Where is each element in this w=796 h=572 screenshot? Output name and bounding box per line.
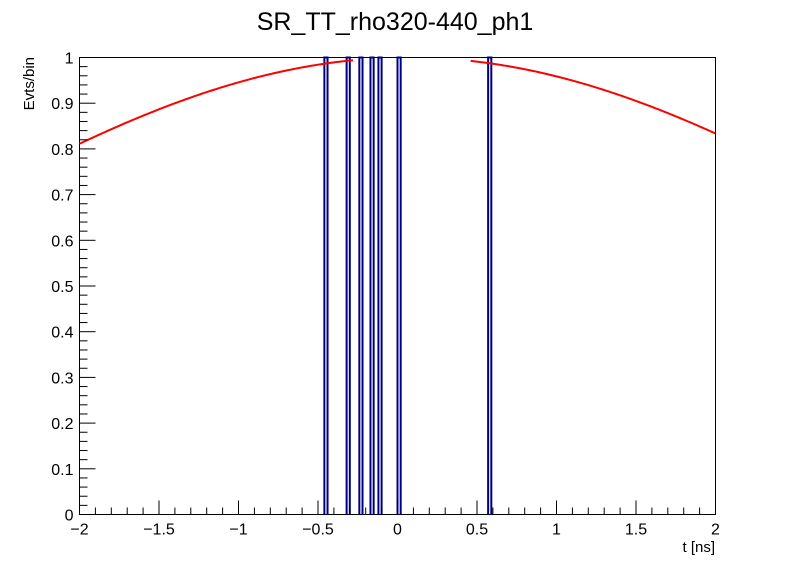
x-axis-title: t [ns]: [682, 539, 715, 556]
fit-curve-left: [79, 59, 354, 145]
x-tick-label: −1.5: [143, 522, 175, 539]
histogram-bar-2: [358, 56, 364, 515]
y-tick-label: 0.3: [51, 370, 73, 387]
histogram-bar-0: [323, 56, 329, 515]
y-tick-label: 0.6: [51, 233, 73, 250]
y-tick-label: 0.4: [51, 325, 73, 342]
x-tick-label: 0: [393, 522, 402, 539]
histogram-bar-3: [369, 56, 375, 515]
histogram-bar-4: [377, 56, 383, 515]
x-tick-label: 2: [711, 522, 720, 539]
y-tick-label: 0.5: [51, 279, 73, 296]
y-tick-label: 0: [65, 508, 74, 525]
histogram: [323, 56, 493, 515]
histogram-bar-6: [487, 56, 493, 515]
y-tick-label: 0.2: [51, 416, 73, 433]
x-tick-label: −0.5: [302, 522, 334, 539]
fit-curve: [79, 59, 716, 145]
histogram-bar-1: [345, 56, 351, 515]
y-tick-label: 0.1: [51, 462, 73, 479]
y-axis-title: Evts/bin: [21, 57, 38, 110]
y-tick-label: 0.9: [51, 96, 73, 113]
x-tick-label: 0.5: [466, 522, 488, 539]
histogram-bar-5: [396, 56, 402, 515]
x-tick-label: 1: [552, 522, 561, 539]
chart-title: SR_TT_rho320-440_ph1: [257, 8, 534, 36]
fit-curve-right: [470, 59, 716, 135]
y-tick-label: 0.7: [51, 188, 73, 205]
x-tick-label: −2: [70, 522, 88, 539]
x-tick-label: 1.5: [625, 522, 647, 539]
y-tick-label: 0.8: [51, 142, 73, 159]
x-axis: −2 −1.5 −1 −0.5 0 0.5 1 1.5 2: [70, 500, 720, 539]
x-tick-label: −1: [229, 522, 247, 539]
y-axis: 0 0.1 0.2 0.3 0.4 0.5 0.6 0.7 0.8 0.9 1: [51, 51, 96, 525]
y-tick-label: 1: [65, 51, 74, 68]
